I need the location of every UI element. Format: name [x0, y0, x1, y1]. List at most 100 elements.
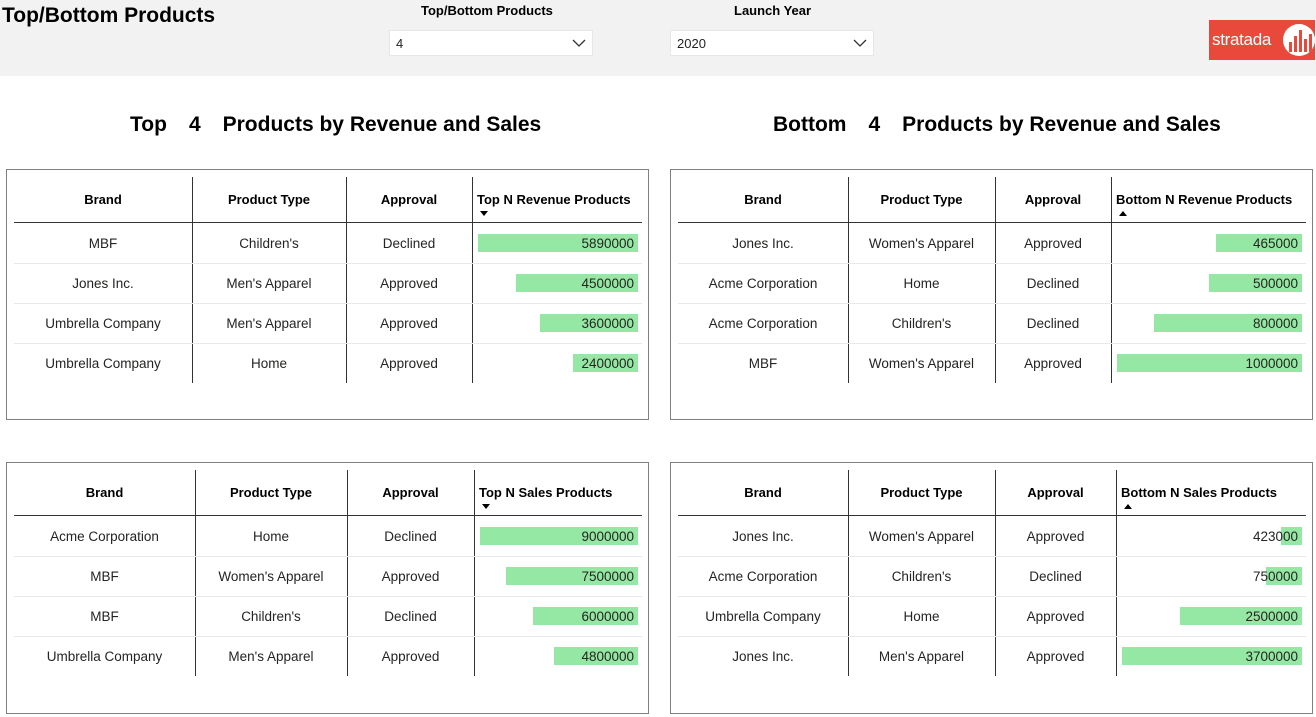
column-divider [347, 470, 348, 676]
product-type-cell: Children's [891, 315, 952, 331]
value-label: 6000000 [581, 608, 634, 624]
table-row[interactable]: Acme Corporation Children's Declined 800000 [678, 303, 1306, 343]
measure-column-header[interactable]: Bottom N Revenue Products [1111, 177, 1306, 222]
value-cell: 4800000 [480, 636, 638, 676]
value-cell: 500000 [1117, 263, 1302, 303]
value-cell: 465000 [1117, 223, 1302, 263]
table-row[interactable]: Jones Inc. Men's Apparel Approved 4500000 [14, 263, 642, 303]
table-row[interactable]: Acme Corporation Home Declined 500000 [678, 263, 1306, 303]
brand-cell: MBF [90, 568, 119, 584]
value-cell: 4500000 [478, 263, 638, 303]
approval-header[interactable]: Approval [995, 470, 1116, 515]
product-type-header[interactable]: Product Type [192, 177, 346, 222]
brand-header[interactable]: Brand [14, 470, 195, 515]
section-n: 4 [188, 113, 201, 136]
product-type-cell: Home [250, 355, 287, 371]
value-cell: 3600000 [478, 303, 638, 343]
table-row[interactable]: Umbrella Company Men's Apparel Approved 360… [14, 303, 642, 343]
approval-cell: Declined [1026, 315, 1080, 331]
approval-header[interactable]: Approval [346, 177, 472, 222]
brand-header[interactable]: Brand [678, 177, 848, 222]
product-type-cell: Women's Apparel [218, 568, 324, 584]
logo-chart-icon [1283, 24, 1315, 56]
measure-column-header[interactable]: Bottom N Sales Products [1116, 470, 1306, 515]
section-word: Top [130, 113, 167, 136]
table-header-row: Brand Product Type Approval Bottom N Revenu… [678, 177, 1306, 223]
approval-cell: Approved [1026, 528, 1085, 544]
brand-cell: Umbrella Company [45, 355, 161, 371]
table-header-row: Brand Product Type Approval Bottom N Sales … [678, 470, 1306, 516]
value-cell: 750000 [1122, 556, 1302, 596]
value-label: 2400000 [581, 355, 634, 371]
product-type-header[interactable]: Product Type [195, 470, 347, 515]
data-bar [1266, 567, 1302, 585]
top-bottom-dropdown[interactable]: 4 [389, 30, 593, 56]
approval-header[interactable]: Approval [995, 177, 1111, 222]
table-row[interactable]: MBF Children's Declined 5890000 [14, 223, 642, 263]
measure-column-header[interactable]: Top N Revenue Products [472, 177, 642, 222]
approval-header[interactable]: Approval [347, 470, 474, 515]
column-header-label: Approval [382, 485, 439, 500]
table-row[interactable]: MBF Children's Declined 6000000 [14, 596, 642, 636]
column-divider [474, 470, 475, 676]
column-divider [472, 177, 473, 383]
bottom-section-title: Bottom 4 Products by Revenue and Sales [773, 113, 1221, 137]
brand-header[interactable]: Brand [678, 470, 848, 515]
data-bar [1180, 607, 1302, 625]
chevron-down-icon [572, 39, 586, 47]
row-divider [14, 263, 642, 264]
product-type-cell: Home [903, 275, 940, 291]
column-header-label: Product Type [880, 192, 963, 207]
dropdown-value: 4 [396, 35, 404, 51]
data-bar [478, 234, 638, 252]
product-type-cell: Home [252, 528, 289, 544]
table-row[interactable]: Jones Inc. Women's Apparel Approved 423000 [678, 516, 1306, 556]
table-header-row: Brand Product Type Approval Top N Revenue P… [14, 177, 642, 223]
value-label: 500000 [1252, 275, 1298, 291]
row-divider [678, 343, 1306, 344]
approval-cell: Approved [381, 568, 440, 584]
value-cell: 5890000 [478, 223, 638, 263]
sort-ascending-icon[interactable] [1124, 504, 1132, 509]
measure-column-header[interactable]: Top N Sales Products [474, 470, 642, 515]
data-bar [573, 354, 638, 372]
table-row[interactable]: Umbrella Company Home Approved 2500000 [678, 596, 1306, 636]
product-type-cell: Children's [891, 568, 952, 584]
table-row[interactable]: Acme Corporation Children's Declined 750000 [678, 556, 1306, 596]
product-type-header[interactable]: Product Type [848, 177, 995, 222]
section-word: Bottom [773, 113, 847, 136]
launch-year-dropdown[interactable]: 2020 [670, 30, 874, 56]
section-rest: Products by Revenue and Sales [902, 113, 1221, 136]
sort-ascending-icon[interactable] [1119, 211, 1127, 216]
brand-cell: Umbrella Company [45, 315, 161, 331]
brand-header[interactable]: Brand [14, 177, 192, 222]
table-row[interactable]: Jones Inc. Women's Apparel Approved 465000 [678, 223, 1306, 263]
column-header-label: Brand [85, 485, 124, 500]
column-header-label: Brand [744, 485, 782, 500]
table-row[interactable]: MBF Women's Apparel Approved 1000000 [678, 343, 1306, 383]
sort-descending-icon[interactable] [480, 211, 488, 216]
data-bar [540, 314, 638, 332]
table-row[interactable]: Acme Corporation Home Declined 9000000 [14, 516, 642, 556]
value-cell: 9000000 [480, 516, 638, 556]
brand-cell: Jones Inc. [732, 528, 794, 544]
section-n: 4 [868, 113, 881, 136]
table-row[interactable]: MBF Women's Apparel Approved 7500000 [14, 556, 642, 596]
section-rest: Products by Revenue and Sales [222, 113, 542, 136]
approval-cell: Declined [384, 608, 437, 624]
row-divider [678, 556, 1306, 557]
sort-descending-icon[interactable] [482, 504, 490, 509]
product-type-cell: Men's Apparel [226, 275, 312, 291]
value-label: 4500000 [581, 275, 634, 291]
row-divider [678, 596, 1306, 597]
table-row[interactable]: Umbrella Company Men's Apparel Approved 480… [14, 636, 642, 676]
value-cell: 2500000 [1122, 596, 1302, 636]
table-row[interactable]: Jones Inc. Men's Apparel Approved 3700000 [678, 636, 1306, 676]
brand-cell: MBF [90, 608, 119, 624]
value-cell: 3700000 [1122, 636, 1302, 676]
column-divider [995, 177, 996, 383]
column-header-label: Top N Sales Products [479, 485, 613, 500]
product-type-header[interactable]: Product Type [848, 470, 995, 515]
table-row[interactable]: Umbrella Company Home Approved 2400000 [14, 343, 642, 383]
product-type-cell: Men's Apparel [228, 648, 314, 664]
